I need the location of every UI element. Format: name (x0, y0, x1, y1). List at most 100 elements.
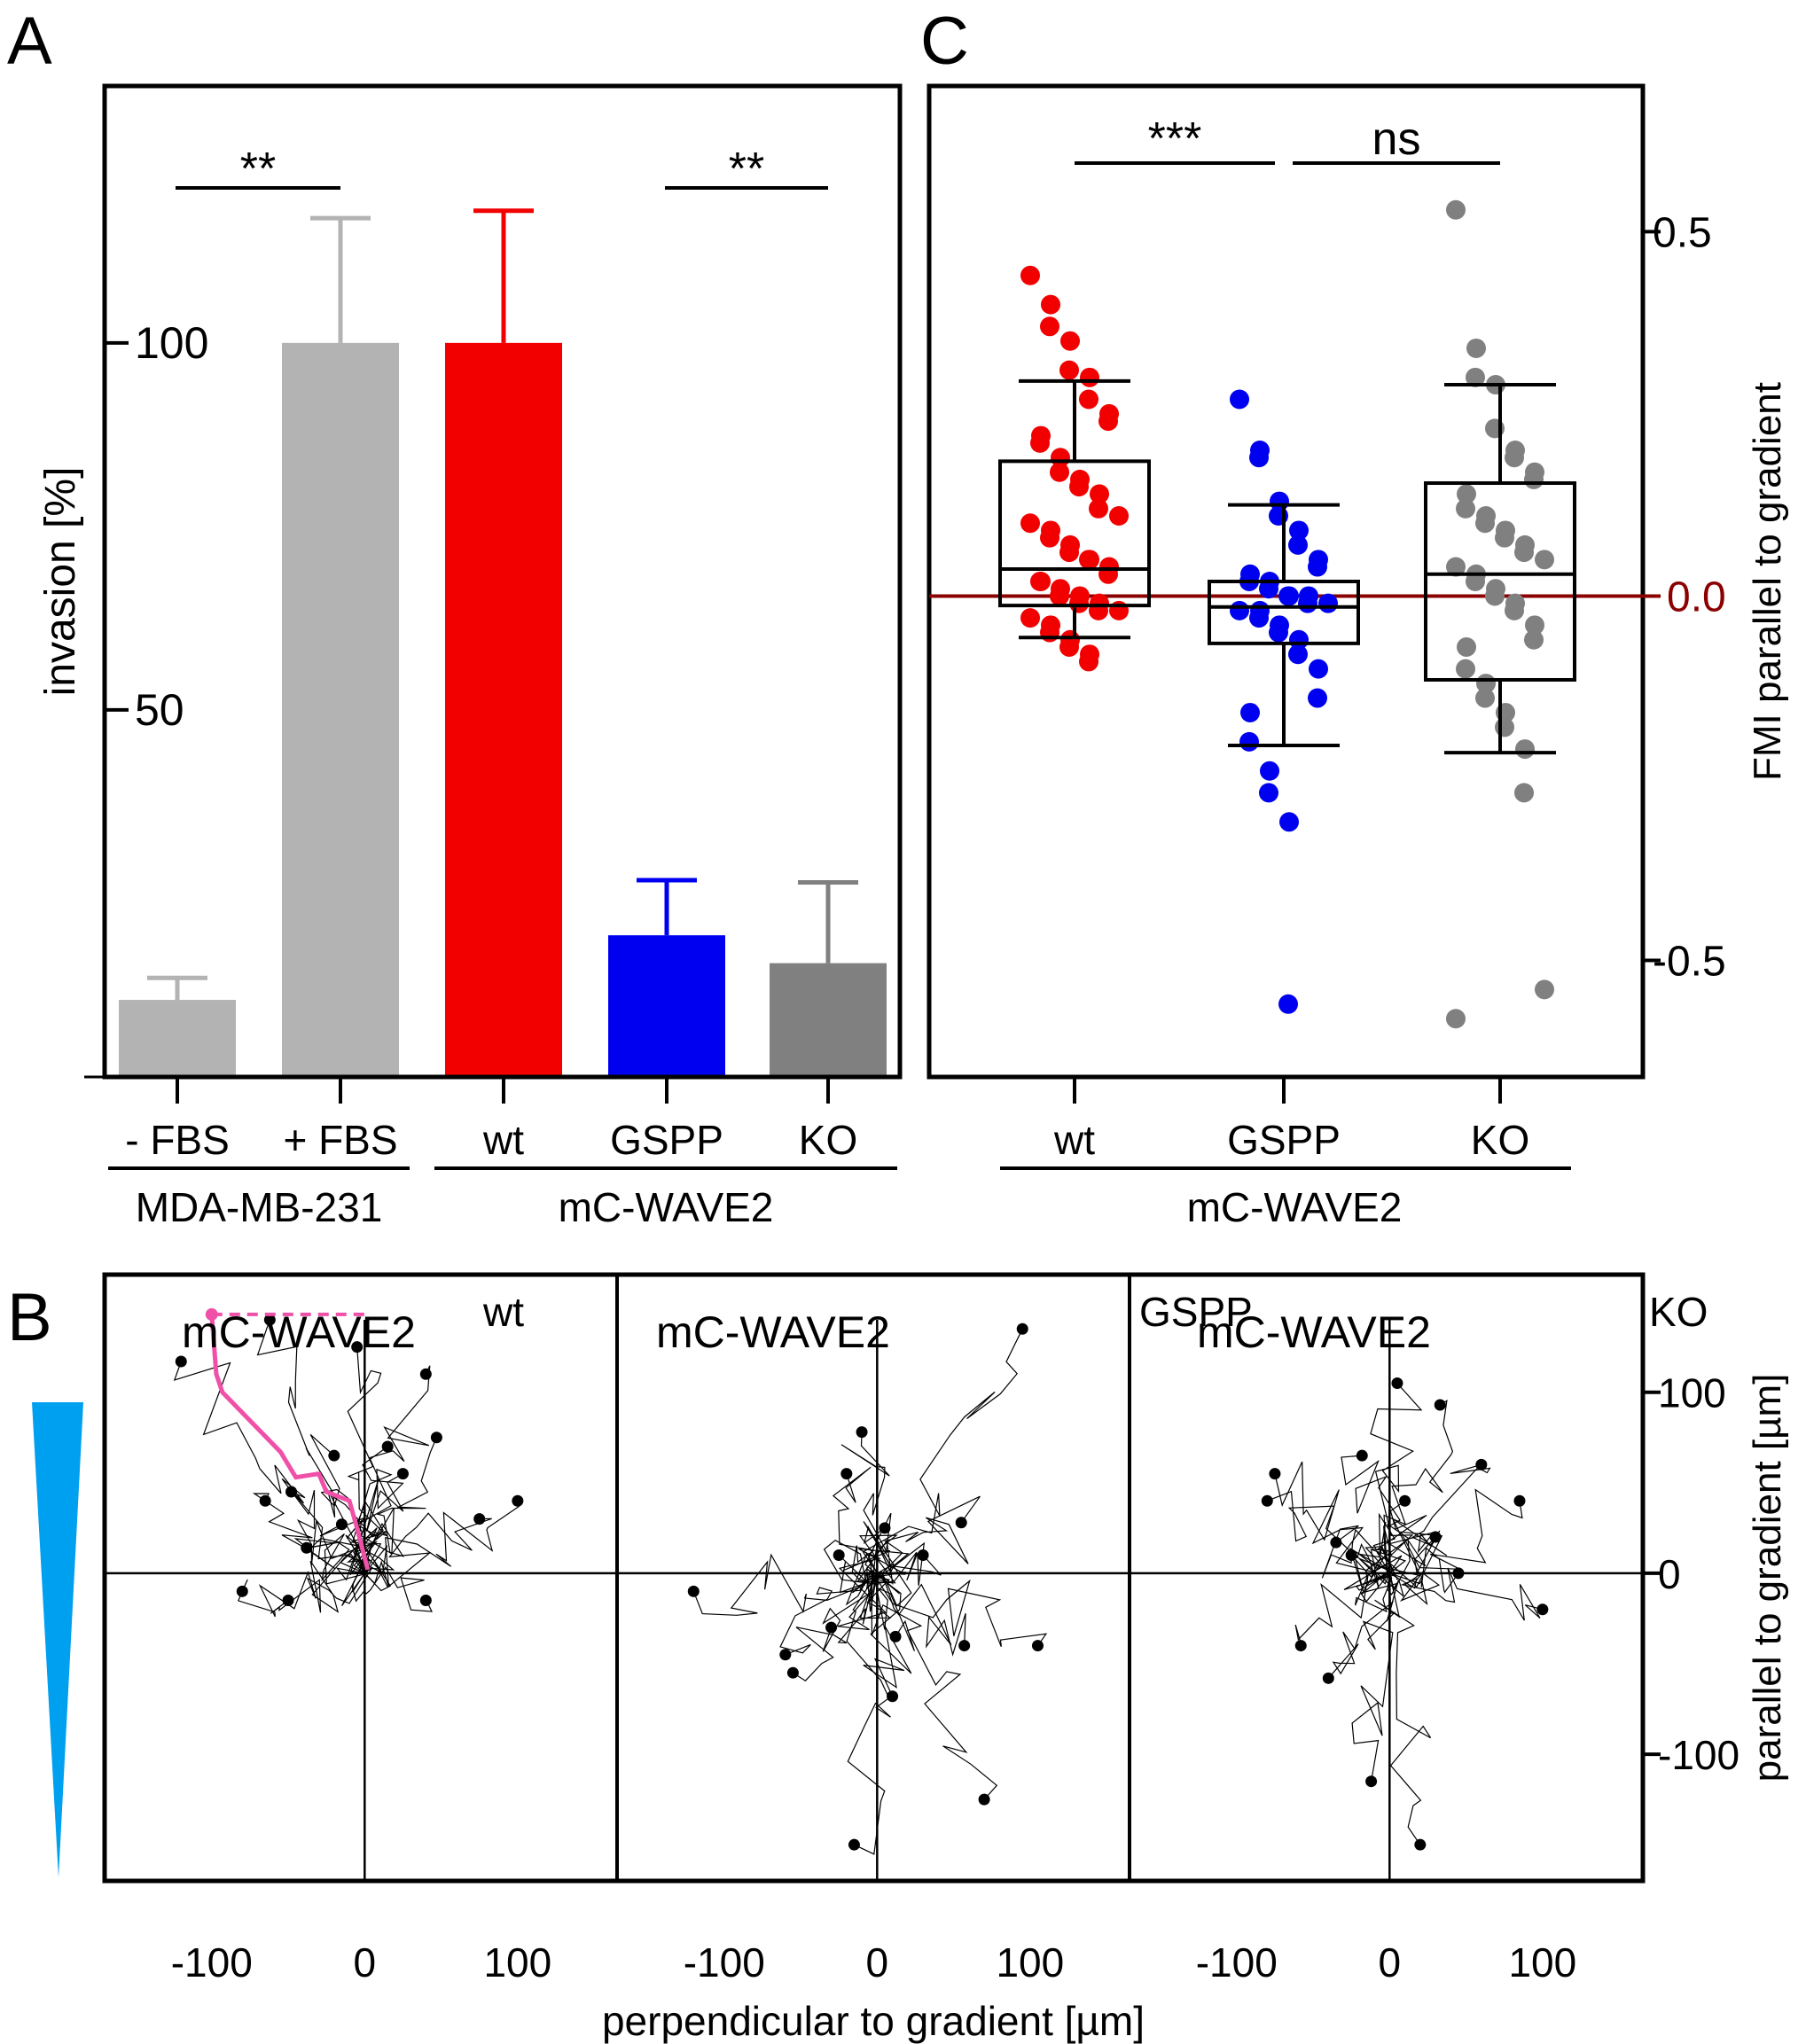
panel-b-frame (102, 1272, 1646, 1884)
trajectory-endpoint (1016, 1322, 1028, 1335)
panel-c-significance: *** ns (1075, 113, 1500, 165)
data-point-gspp (1308, 688, 1327, 708)
box-wt (998, 459, 1151, 608)
data-point-gspp (1309, 659, 1328, 679)
trajectory (1274, 1461, 1390, 1591)
trajectory-endpoint (282, 1595, 294, 1607)
trajectory (846, 1572, 891, 1855)
data-point-gspp (1308, 557, 1327, 577)
data-point-ko (1446, 557, 1466, 577)
panel-label-a: A (7, 4, 52, 79)
panel-a-significance: ** ** (176, 144, 828, 195)
trajectory-endpoint (335, 1518, 348, 1531)
bar-gspp (608, 935, 725, 1077)
y-tick-label: -0.5 (1653, 938, 1726, 985)
trajectory-endpoint (1345, 1549, 1357, 1561)
trajectory-endpoint (889, 1630, 902, 1642)
trajectory-endpoint (955, 1517, 967, 1529)
data-point-gspp (1279, 812, 1299, 832)
highlight-trajectory (209, 1314, 371, 1571)
subpanel-gspp: mC-WAVE2 GSPP (615, 1275, 1253, 1881)
panel-c-y-ticks: -0.5 0.0 0.5 (1643, 209, 1726, 985)
trajectory-endpoint (958, 1640, 971, 1652)
subpanel-wt: mC-WAVE2 wt (105, 1289, 617, 1881)
data-point-ko (1525, 615, 1544, 636)
data-point-ko (1535, 550, 1554, 570)
box-gspp (1208, 580, 1360, 645)
subpanel-superscript: wt (482, 1289, 524, 1335)
data-point-wt (1079, 651, 1098, 672)
bar-fbs (282, 342, 399, 1078)
panel-a-y-axis-label: invasion [%] (37, 467, 84, 697)
trajectory (1294, 1572, 1393, 1646)
trajectory-endpoint (833, 1549, 845, 1561)
trajectory-endpoint (848, 1838, 860, 1851)
trajectory-endpoint (419, 1595, 432, 1607)
data-point-wt (1020, 513, 1040, 534)
data-point-ko (1466, 338, 1486, 358)
x-category-label: KO (799, 1117, 857, 1163)
trajectory (856, 1521, 898, 1585)
data-point-gspp (1240, 702, 1260, 722)
group-label: mC-WAVE2 (559, 1184, 774, 1230)
data-point-ko (1485, 586, 1505, 606)
trajectory-endpoint (1452, 1567, 1465, 1580)
x-category-label: GSPP (610, 1117, 723, 1163)
trajectory-endpoint (1330, 1536, 1342, 1549)
x-tick-label: 0 (866, 1939, 889, 1985)
trajectory (1364, 1500, 1427, 1580)
y-tick-label: 50 (135, 685, 184, 735)
data-point-gspp (1230, 600, 1249, 620)
trajectory (1389, 1547, 1459, 1606)
panel-c-frame (926, 83, 1646, 1080)
trajectory-endpoint (512, 1494, 524, 1507)
data-point-ko (1457, 484, 1476, 504)
y-tick-label: 100 (135, 318, 208, 368)
trajectory-endpoint (1269, 1468, 1281, 1480)
trajectory-endpoint (1434, 1399, 1446, 1411)
data-point-ko (1514, 542, 1534, 563)
data-point-gspp (1260, 761, 1279, 781)
gradient-wedge-icon (32, 1402, 83, 1877)
trajectory (237, 1566, 373, 1618)
panel-a-group-labels: MDA-MB-231 mC-WAVE2 (108, 1166, 897, 1230)
trajectory-endpoint (1429, 1531, 1442, 1543)
data-point-wt (1059, 360, 1079, 380)
trajectory (1351, 1572, 1396, 1782)
panel-b-y-ticks: -100 0 100 (1643, 1370, 1740, 1778)
panel-a-bar-chart: 50 100 invasion [%] - FBS + FBS wt GSPP KO MD… (37, 83, 903, 1230)
data-point-gspp (1288, 534, 1308, 555)
data-point-gspp (1278, 994, 1298, 1014)
data-point-wt (1080, 367, 1099, 387)
trajectory-endpoint (328, 1449, 340, 1462)
trajectory-endpoint (1294, 1640, 1307, 1652)
subpanel-superscript: KO (1649, 1289, 1708, 1335)
panel-c-x-categories: wt GSPP KO (1053, 1077, 1529, 1163)
data-point-gspp (1249, 608, 1269, 628)
x-tick-label: 100 (483, 1939, 551, 1985)
data-point-ko (1446, 199, 1466, 220)
data-point-wt (1050, 462, 1069, 482)
trajectory (840, 1432, 900, 1595)
data-point-ko (1475, 513, 1495, 534)
trajectory-endpoint (917, 1549, 929, 1561)
significance-label: ** (729, 144, 764, 195)
trajectory-endpoint (236, 1585, 248, 1597)
trajectory-endpoint (825, 1621, 838, 1634)
trajectory-endpoint (1414, 1838, 1427, 1851)
data-point-gspp (1249, 448, 1269, 468)
x-tick-label: 0 (354, 1939, 377, 1985)
trajectory (1370, 1383, 1423, 1574)
panel-c-boxes (998, 378, 1576, 755)
trajectory-endpoint (1391, 1377, 1403, 1390)
trajectory (256, 1319, 365, 1574)
x-tick-label: -100 (171, 1939, 253, 1985)
trajectory (871, 1572, 998, 1800)
data-point-wt (1089, 498, 1108, 519)
panel-a-bars (119, 208, 887, 1078)
data-point-ko (1514, 783, 1534, 803)
y-tick-label: -100 (1658, 1732, 1740, 1778)
trajectory-endpoint (840, 1468, 853, 1480)
data-point-ko (1456, 659, 1475, 679)
x-tick-label: 100 (996, 1939, 1064, 1985)
